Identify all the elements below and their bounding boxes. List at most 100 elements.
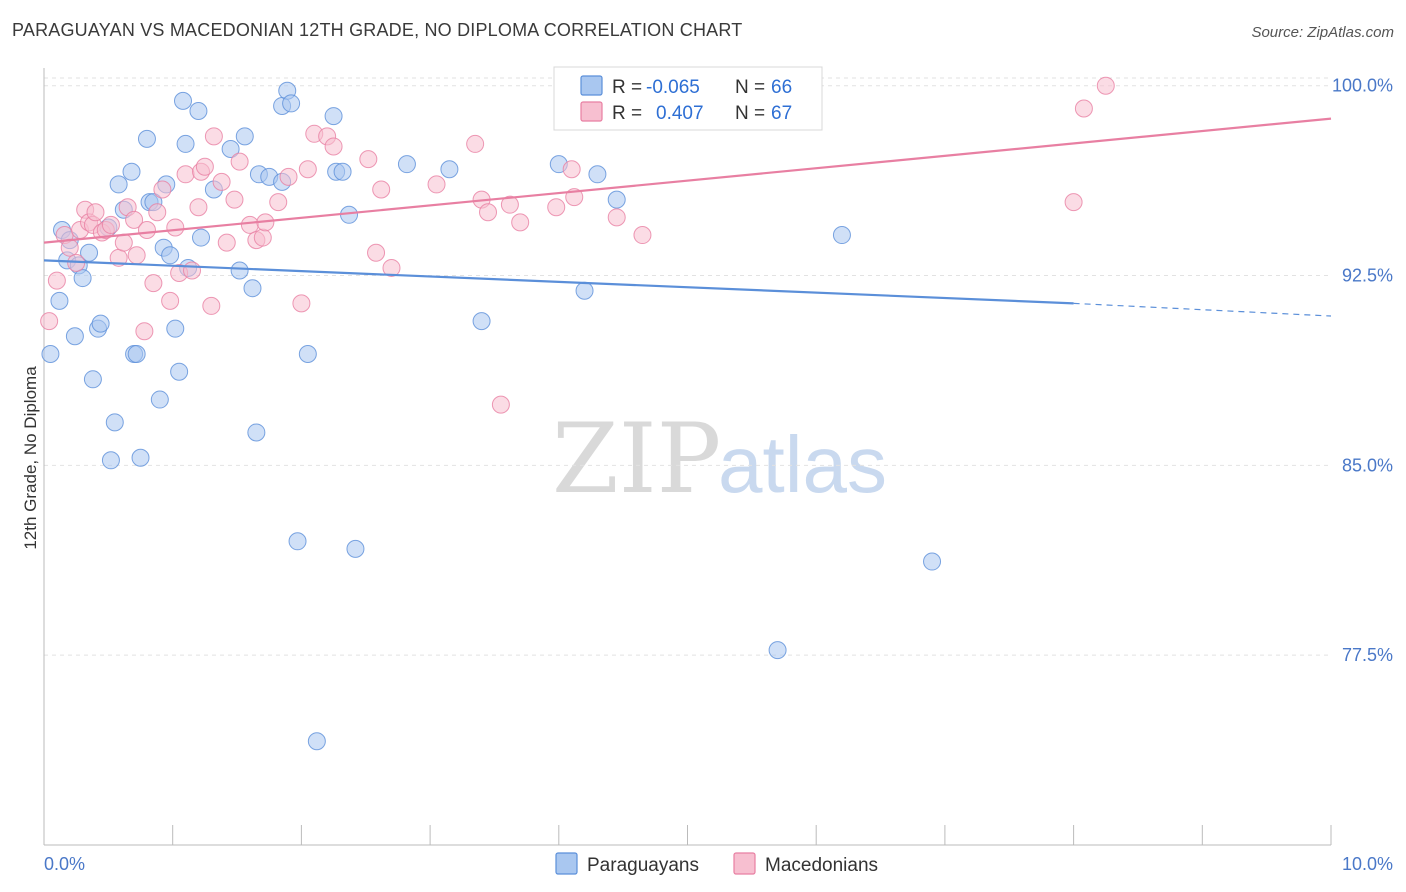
data-point bbox=[247, 423, 266, 442]
y-tick-label: 100.0% bbox=[1332, 76, 1393, 96]
watermark: ZIP atlas bbox=[552, 403, 887, 515]
data-point bbox=[588, 165, 607, 184]
data-point bbox=[466, 134, 485, 153]
data-point bbox=[114, 233, 133, 252]
points-layer bbox=[40, 76, 1115, 751]
data-point bbox=[192, 228, 211, 247]
data-point bbox=[212, 172, 231, 191]
data-point bbox=[183, 261, 202, 280]
data-point bbox=[47, 271, 66, 290]
data-point bbox=[282, 94, 301, 113]
data-point bbox=[41, 344, 60, 363]
trend-lines bbox=[43, 117, 1332, 317]
data-point bbox=[65, 327, 84, 346]
data-point bbox=[1074, 99, 1093, 118]
legend-r-value-2: 0.407 bbox=[656, 103, 704, 124]
legend-n-value-1: 66 bbox=[771, 77, 792, 98]
data-point bbox=[333, 162, 352, 181]
data-point bbox=[217, 233, 236, 252]
data-point bbox=[382, 258, 401, 277]
data-point bbox=[166, 218, 185, 237]
legend-n-label-1: N = bbox=[735, 77, 765, 98]
data-point bbox=[230, 261, 249, 280]
data-point bbox=[150, 390, 169, 409]
data-point bbox=[298, 344, 317, 363]
data-point bbox=[240, 215, 259, 234]
data-point bbox=[221, 139, 240, 158]
y-tick-label: 92.5% bbox=[1342, 266, 1393, 286]
data-point bbox=[235, 127, 254, 146]
data-point bbox=[367, 243, 386, 262]
data-point bbox=[479, 203, 498, 222]
data-point bbox=[575, 281, 594, 300]
data-point bbox=[633, 226, 652, 245]
watermark-atlas: atlas bbox=[718, 420, 887, 509]
trend-line bbox=[43, 117, 1332, 244]
legend-item-macedonians-label: Macedonians bbox=[765, 855, 878, 876]
data-point bbox=[127, 344, 146, 363]
data-point bbox=[397, 155, 416, 174]
data-point bbox=[137, 129, 156, 148]
data-point bbox=[86, 203, 105, 222]
y-tick-label: 85.0% bbox=[1342, 455, 1393, 475]
data-point bbox=[135, 322, 154, 341]
legend-swatch-paraguayans bbox=[580, 75, 603, 96]
data-point bbox=[307, 732, 326, 751]
data-point bbox=[324, 107, 343, 126]
data-point bbox=[161, 246, 180, 265]
y-axis-label: 12th Grade, No Diploma bbox=[21, 366, 40, 550]
data-point bbox=[346, 539, 365, 558]
data-point bbox=[225, 190, 244, 209]
stats-legend: R = -0.065 N = 66 R = 0.407 N = 67 bbox=[553, 66, 823, 131]
data-point bbox=[125, 210, 144, 229]
data-point bbox=[1064, 193, 1083, 212]
data-point bbox=[359, 150, 378, 169]
data-point bbox=[101, 451, 120, 470]
data-point bbox=[204, 127, 223, 146]
x-tick-label: 0.0% bbox=[44, 854, 85, 874]
data-point bbox=[230, 152, 249, 171]
series-paraguayans bbox=[41, 76, 942, 751]
data-point bbox=[562, 160, 581, 179]
data-point bbox=[176, 134, 195, 153]
data-point bbox=[91, 314, 110, 333]
x-tick-labels: 0.0% 10.0% bbox=[44, 854, 1393, 874]
legend-n-value-2: 67 bbox=[771, 103, 792, 124]
data-point bbox=[40, 312, 59, 331]
data-point bbox=[101, 215, 120, 234]
data-point bbox=[547, 198, 566, 217]
data-point bbox=[607, 190, 626, 209]
data-point bbox=[279, 167, 298, 186]
data-point bbox=[253, 228, 272, 247]
x-tick-label: 10.0% bbox=[1342, 854, 1393, 874]
trend-line-extension bbox=[1073, 302, 1332, 317]
data-point bbox=[288, 532, 307, 551]
data-point bbox=[83, 370, 102, 389]
data-point bbox=[1096, 76, 1115, 95]
data-point bbox=[176, 165, 195, 184]
legend-r-label-2: R = bbox=[612, 103, 642, 124]
legend-r-label-1: R = bbox=[612, 77, 642, 98]
legend-item-paraguayans-swatch bbox=[555, 852, 578, 875]
data-point bbox=[500, 195, 519, 214]
data-point bbox=[243, 279, 262, 298]
data-point bbox=[148, 203, 167, 222]
y-tick-labels: 100.0% 92.5% 85.0% 77.5% bbox=[1332, 76, 1393, 665]
data-point bbox=[161, 291, 180, 310]
data-point bbox=[427, 175, 446, 194]
data-point bbox=[923, 552, 942, 571]
legend-r-value-1: -0.065 bbox=[646, 77, 700, 98]
data-point bbox=[195, 157, 214, 176]
data-point bbox=[472, 312, 491, 331]
axes bbox=[43, 68, 1332, 846]
legend-item-macedonians-swatch bbox=[733, 852, 756, 875]
data-point bbox=[491, 395, 510, 414]
data-point bbox=[144, 274, 163, 293]
chart-source: Source: ZipAtlas.com bbox=[1251, 24, 1394, 41]
data-point bbox=[131, 448, 150, 467]
data-point bbox=[137, 220, 156, 239]
data-point bbox=[440, 160, 459, 179]
data-point bbox=[127, 246, 146, 265]
data-point bbox=[189, 198, 208, 217]
data-point bbox=[324, 137, 343, 156]
